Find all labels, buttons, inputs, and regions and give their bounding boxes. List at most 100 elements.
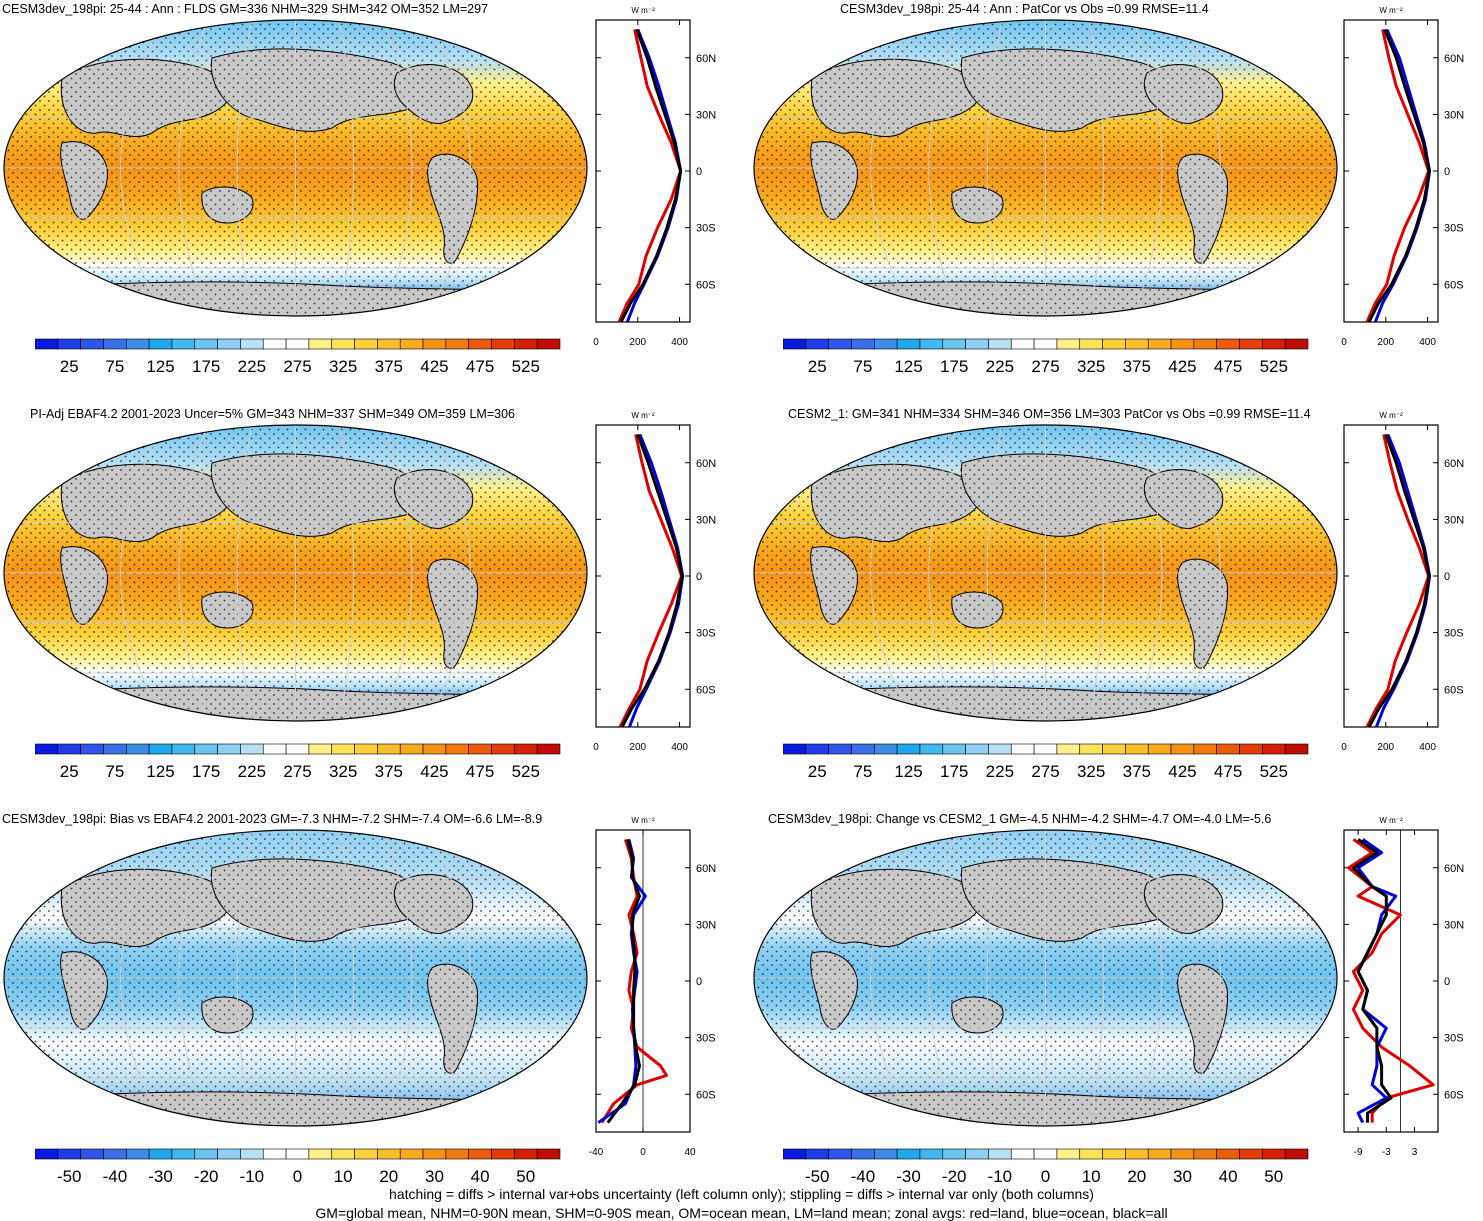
zonal-x-tick-label: 400 [671,742,688,753]
colorbar-swatch [468,743,492,755]
graticule-lon-line [928,425,959,721]
colorbar-swatch [422,743,447,755]
colorbar-swatch [1216,338,1240,350]
colorbar-swatch [354,743,378,755]
colorbar-swatch [240,338,264,350]
colorbar-swatch [1239,743,1263,755]
colorbar-swatch [1193,338,1217,350]
colorbar-tick-label: 475 [466,762,494,781]
zonal-unit-label: W m⁻² [1379,6,1403,15]
zonal-y-tick-label: 0 [1444,976,1450,988]
graticule-lon-line [986,20,1003,316]
colorbar-swatch [57,338,81,350]
colorbar-tick-label: 275 [283,357,311,376]
zonal-series-land [617,29,683,323]
zonal-x-tick-label: 3 [1412,1147,1418,1158]
colorbar-swatch [1262,743,1286,755]
colorbar-swatch [1170,1148,1195,1160]
zonal-plot-middle-left: W m⁻² 60N 30N 0 30S 60S [595,411,716,728]
colorbar-swatch [1079,1148,1103,1160]
zonal-x-tick-label: -9 [1354,1147,1363,1158]
colorbar-swatch [422,338,447,350]
zonal-x-tick-label: 0 [593,742,599,753]
zonal-series-land [618,434,684,728]
colorbar-swatch [1125,743,1149,755]
colorbar-swatch [194,338,218,350]
colorbar-tick-label: 125 [894,357,922,376]
colorbar-swatch [285,1148,310,1160]
graticule-lon-line [1088,830,1105,1126]
zonal-y-tick-label: 30N [1444,514,1464,526]
colorbar-tick-label: 525 [1260,357,1288,376]
colorbar-tick-label: 425 [1168,357,1196,376]
colorbar-tick-label: -20 [194,1167,219,1186]
graticule-lon-line [928,20,959,316]
colorbar-tick-label: 125 [146,762,174,781]
colorbar-swatch [536,338,561,350]
graticule-lon-line [120,425,165,721]
graticule-lon-line [338,20,355,316]
colorbar-swatch [1056,743,1081,755]
colorbar-tick-label: 25 [60,762,79,781]
colorbar-swatch [988,743,1012,755]
colorbar-tick-label: 40 [1219,1167,1238,1186]
colorbar-tick-label: 325 [329,762,357,781]
colorbar-swatch [491,743,515,755]
colorbar-swatch [1033,338,1058,350]
colorbar-tick-label: 425 [420,357,448,376]
colorbar-swatch [1193,743,1217,755]
colorbar-top-right: 25 75 125 175 225 275 325 375 425 475 525 [783,338,1309,376]
zonal-x-labels: 0 200 400 [1341,337,1436,348]
colorbar-swatch [399,1148,424,1160]
colorbar-tick-label: 10 [1082,1167,1101,1186]
colorbar-swatch [171,1148,196,1160]
zonal-unit-label: W m⁻² [631,6,655,15]
colorbar-tick-label: 425 [1168,762,1196,781]
graticule-lon-line [426,830,471,1126]
graticule-lon-line [426,20,471,316]
zonal-x-tick-label: -40 [589,1147,604,1158]
colorbar-swatch [851,1148,875,1160]
colorbar-swatch [965,338,989,350]
graticule-lon-line [120,20,165,316]
colorbar-swatch [57,743,81,755]
colorbar-middle-left: 25 75 125 175 225 275 325 375 425 475 525 [35,743,561,781]
colorbar-tick-label: 125 [146,357,174,376]
zonal-y-tick-label: 30S [1444,1033,1464,1045]
colorbar-swatch [148,338,173,350]
zonal-series-land [1365,434,1431,728]
colorbar-swatch [217,338,241,350]
colorbar-swatch [262,338,287,350]
map-middle-left [3,424,588,722]
zonal-series-all [606,839,641,1124]
graticule-lon-line [1088,425,1105,721]
zonal-y-tick-label: 60S [1444,1089,1464,1101]
colorbar-swatch [896,743,921,755]
colorbar-swatch [399,338,424,350]
colorbar-swatch [965,1148,989,1160]
graticule-lon-line [178,425,209,721]
colorbar-swatch [1056,338,1081,350]
colorbar-swatch [942,338,966,350]
colorbar-swatch [1056,1148,1081,1160]
zonal-x-tick-label: 0 [1341,337,1347,348]
colorbar-swatch [445,1148,469,1160]
colorbar-swatch [828,338,852,350]
colorbar-tick-label: 275 [1031,357,1059,376]
colorbar-swatch [308,338,333,350]
colorbar-swatch [103,338,127,350]
colorbar-swatch [80,338,104,350]
colorbar-tick-label: 375 [1123,762,1151,781]
colorbar-tick-label: 30 [425,1167,444,1186]
graticule-lon-line [986,830,1003,1126]
colorbar-tick-label: 175 [192,357,220,376]
zonal-series-ocean [597,839,647,1124]
zonal-y-tick-label: 60N [1444,53,1464,65]
colorbar-bottom-left: -50 -40 -30 -20 -10 0 10 20 30 40 50 [35,1148,561,1186]
map-border [753,19,1338,317]
colorbar-tick-label: 525 [1260,762,1288,781]
footer-hatching-note: hatching = diffs > internal var+obs unce… [389,1186,1094,1202]
colorbar-swatch [1193,1148,1217,1160]
colorbar-swatch [874,1148,898,1160]
